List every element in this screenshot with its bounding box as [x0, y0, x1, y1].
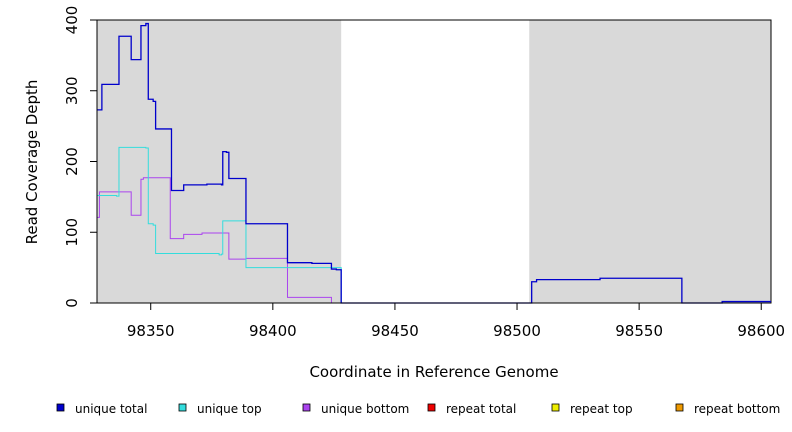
legend-swatch-repeat-top: [551, 403, 560, 412]
legend-item-unique-bottom: unique bottom: [302, 402, 409, 416]
legend-swatch-unique-bottom: [302, 403, 311, 412]
legend-swatch-unique-top: [178, 403, 187, 412]
y-axis-title: Read Coverage Depth: [23, 80, 41, 245]
x-axis-title: Coordinate in Reference Genome: [309, 363, 558, 381]
shaded-region-0: [97, 20, 342, 303]
series-line-unique-total: [97, 22, 771, 304]
x-tick-label: 98600: [737, 322, 785, 340]
legend-label-unique-top: unique top: [197, 402, 262, 416]
legend-item-unique-top: unique top: [178, 402, 262, 416]
legend-label-repeat-total: repeat total: [446, 402, 516, 416]
legend-label-repeat-bottom: repeat bottom: [694, 402, 780, 416]
x-tick-label: 98350: [127, 322, 175, 340]
y-tick-label: 0: [63, 298, 81, 308]
y-tick-label: 300: [63, 76, 81, 105]
legend: unique total unique top unique bottom repea…: [56, 402, 780, 416]
legend-item-unique-total: unique total: [56, 402, 147, 416]
x-tick-label: 98450: [371, 322, 419, 340]
y-tick-label: 100: [63, 218, 81, 247]
legend-label-repeat-top: repeat top: [570, 402, 633, 416]
series-line-unique-bottom: [97, 177, 771, 304]
y-tick-label: 400: [63, 6, 81, 35]
x-tick-label: 98500: [493, 322, 541, 340]
legend-swatch-repeat-total: [427, 403, 436, 412]
x-tick-label: 98400: [249, 322, 297, 340]
shaded-region-1: [529, 20, 771, 303]
legend-item-repeat-top: repeat top: [551, 402, 633, 416]
legend-swatch-unique-total: [56, 403, 65, 412]
y-tick-label: 200: [63, 147, 81, 176]
shaded-regions: [97, 20, 771, 303]
legend-label-unique-total: unique total: [75, 402, 147, 416]
x-tick-label: 98550: [615, 322, 663, 340]
axes: 98350 98400 98450 98500 98550 98600 0 100 200 300…: [63, 6, 785, 340]
series-line-unique-top: [97, 146, 771, 304]
legend-label-unique-bottom: unique bottom: [321, 402, 409, 416]
legend-item-repeat-bottom: repeat bottom: [675, 402, 780, 416]
legend-item-repeat-total: repeat total: [427, 402, 516, 416]
legend-swatch-repeat-bottom: [675, 403, 684, 412]
